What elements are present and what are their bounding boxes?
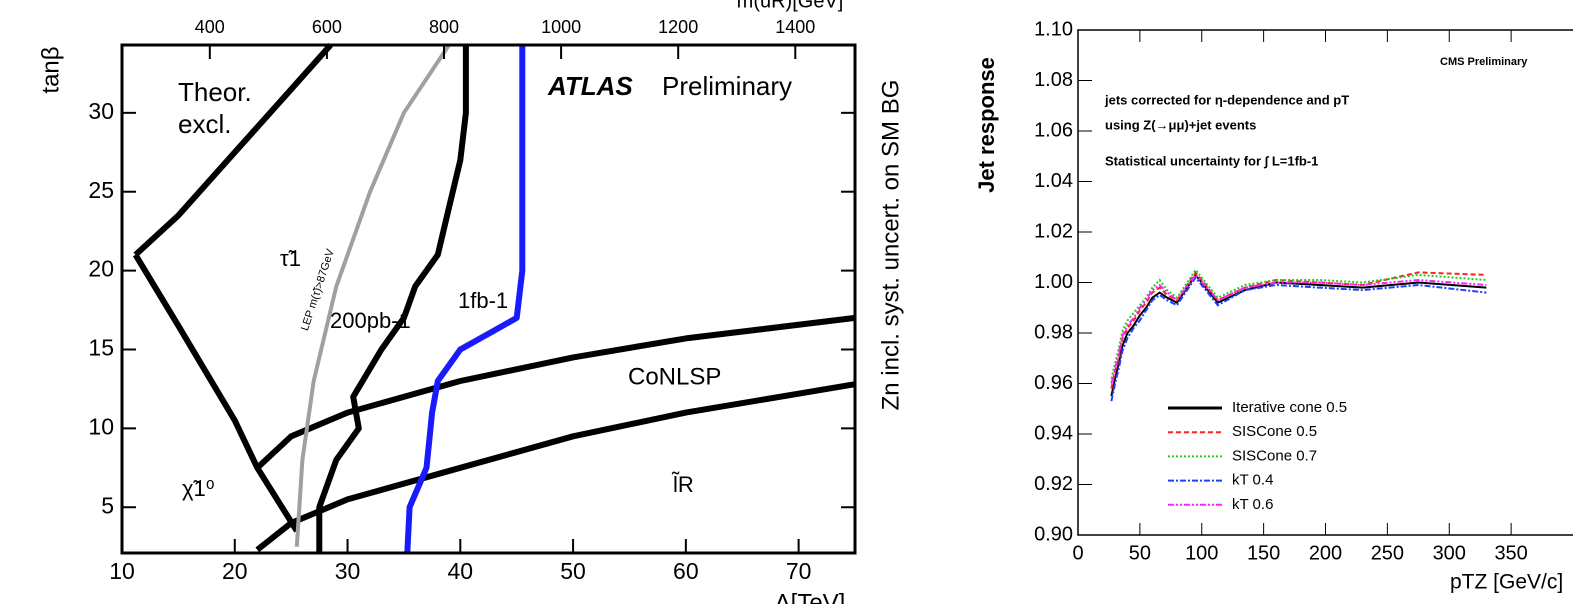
series-line (1110, 273, 1487, 384)
y-tick-label: 1.00 (1034, 271, 1073, 293)
y-axis-label: tanβ (37, 46, 64, 93)
x2-axis-label: m(ũR)[GeV] (737, 0, 844, 12)
y-tick-label: 0.90 (1034, 523, 1073, 545)
y-tick-label: 0.96 (1034, 372, 1073, 394)
legend-label: kT 0.4 (1232, 472, 1273, 489)
legend-label: SISCone 0.7 (1232, 447, 1317, 464)
annotation: χ̃1⁰ (182, 476, 215, 501)
y-tick-label: 1.08 (1034, 69, 1073, 91)
series-line (1110, 275, 1487, 402)
y-tick-label: 5 (101, 492, 114, 518)
x-tick-label: 350 (1494, 542, 1527, 564)
x-tick-label: 20 (222, 558, 248, 584)
x2-tick-label: 400 (195, 17, 225, 37)
y-tick-label: 1.04 (1034, 170, 1073, 192)
x-tick-label: 50 (560, 558, 586, 584)
x2-tick-label: 600 (312, 17, 342, 37)
annotation: Statistical uncertainty for ∫ L=1fb-1 (1105, 153, 1318, 168)
x-tick-label: 200 (1309, 542, 1342, 564)
legend-label: Iterative cone 0.5 (1232, 399, 1347, 416)
annotation: 1fb-1 (458, 288, 508, 313)
x-tick-label: 0 (1072, 542, 1083, 564)
curve (255, 314, 856, 470)
curve (294, 43, 451, 547)
x-tick-label: 150 (1247, 542, 1280, 564)
y-tick-label: 1.10 (1034, 18, 1073, 40)
legend-label: kT 0.6 (1232, 496, 1273, 513)
x-tick-label: 70 (786, 558, 812, 584)
y-tick-label: 30 (88, 98, 114, 124)
y-tick-label: 15 (88, 335, 114, 361)
legend-label: SISCone 0.5 (1232, 423, 1317, 440)
y2-axis-label: Zn incl. syst. uncert. on SM BG (877, 80, 904, 411)
x-tick-label: 10 (109, 558, 135, 584)
x2-tick-label: 1000 (541, 17, 581, 37)
series-line (1110, 270, 1487, 389)
plot-frame (120, 43, 857, 555)
y-axis-label: Jet response (974, 57, 999, 193)
x-axis-label: Λ[TeV] (775, 589, 846, 604)
x-tick-label: 30 (335, 558, 361, 584)
x2-tick-label: 800 (429, 17, 459, 37)
curve (255, 381, 856, 553)
x2-tick-label: 1200 (658, 17, 698, 37)
x-tick-label: 100 (1185, 542, 1218, 564)
y-tick-label: 25 (88, 177, 114, 203)
x-tick-label: 50 (1129, 542, 1151, 564)
x-tick-label: 60 (673, 558, 699, 584)
x-tick-label: 40 (448, 558, 474, 584)
x-tick-label: 300 (1433, 542, 1466, 564)
annotation: Preliminary (662, 71, 792, 101)
annotation: jets corrected for η-dependence and pT (1104, 92, 1349, 107)
y-tick-label: 0.92 (1034, 473, 1073, 495)
annotation: Theor. (178, 77, 252, 107)
curve (316, 45, 469, 553)
x2-tick-label: 1400 (775, 17, 815, 37)
annotation: τ̃1 (280, 246, 301, 271)
annotation: ATLAS (547, 71, 633, 101)
annotation: excl. (178, 109, 231, 139)
y-tick-label: 10 (88, 413, 114, 439)
curve (404, 45, 526, 554)
annotation: l̃R (671, 472, 694, 497)
x-tick-label: 250 (1371, 542, 1404, 564)
y-tick-label: 0.94 (1034, 422, 1073, 444)
annotation: 200pb-1 (330, 308, 411, 333)
annotation: CoNLSP (628, 363, 721, 390)
annotation: CMS Preliminary (1440, 56, 1528, 68)
curve (133, 43, 333, 258)
curve (132, 253, 300, 533)
annotation: using Z(→μμ)+jet events (1105, 117, 1256, 132)
y-tick-label: 20 (88, 256, 114, 282)
x-axis-label: pTZ [GeV/c] (1450, 571, 1563, 594)
y-tick-label: 1.02 (1034, 220, 1073, 242)
series-line (1110, 273, 1487, 397)
y-tick-label: 0.98 (1034, 321, 1073, 343)
y-tick-label: 1.06 (1034, 119, 1073, 141)
